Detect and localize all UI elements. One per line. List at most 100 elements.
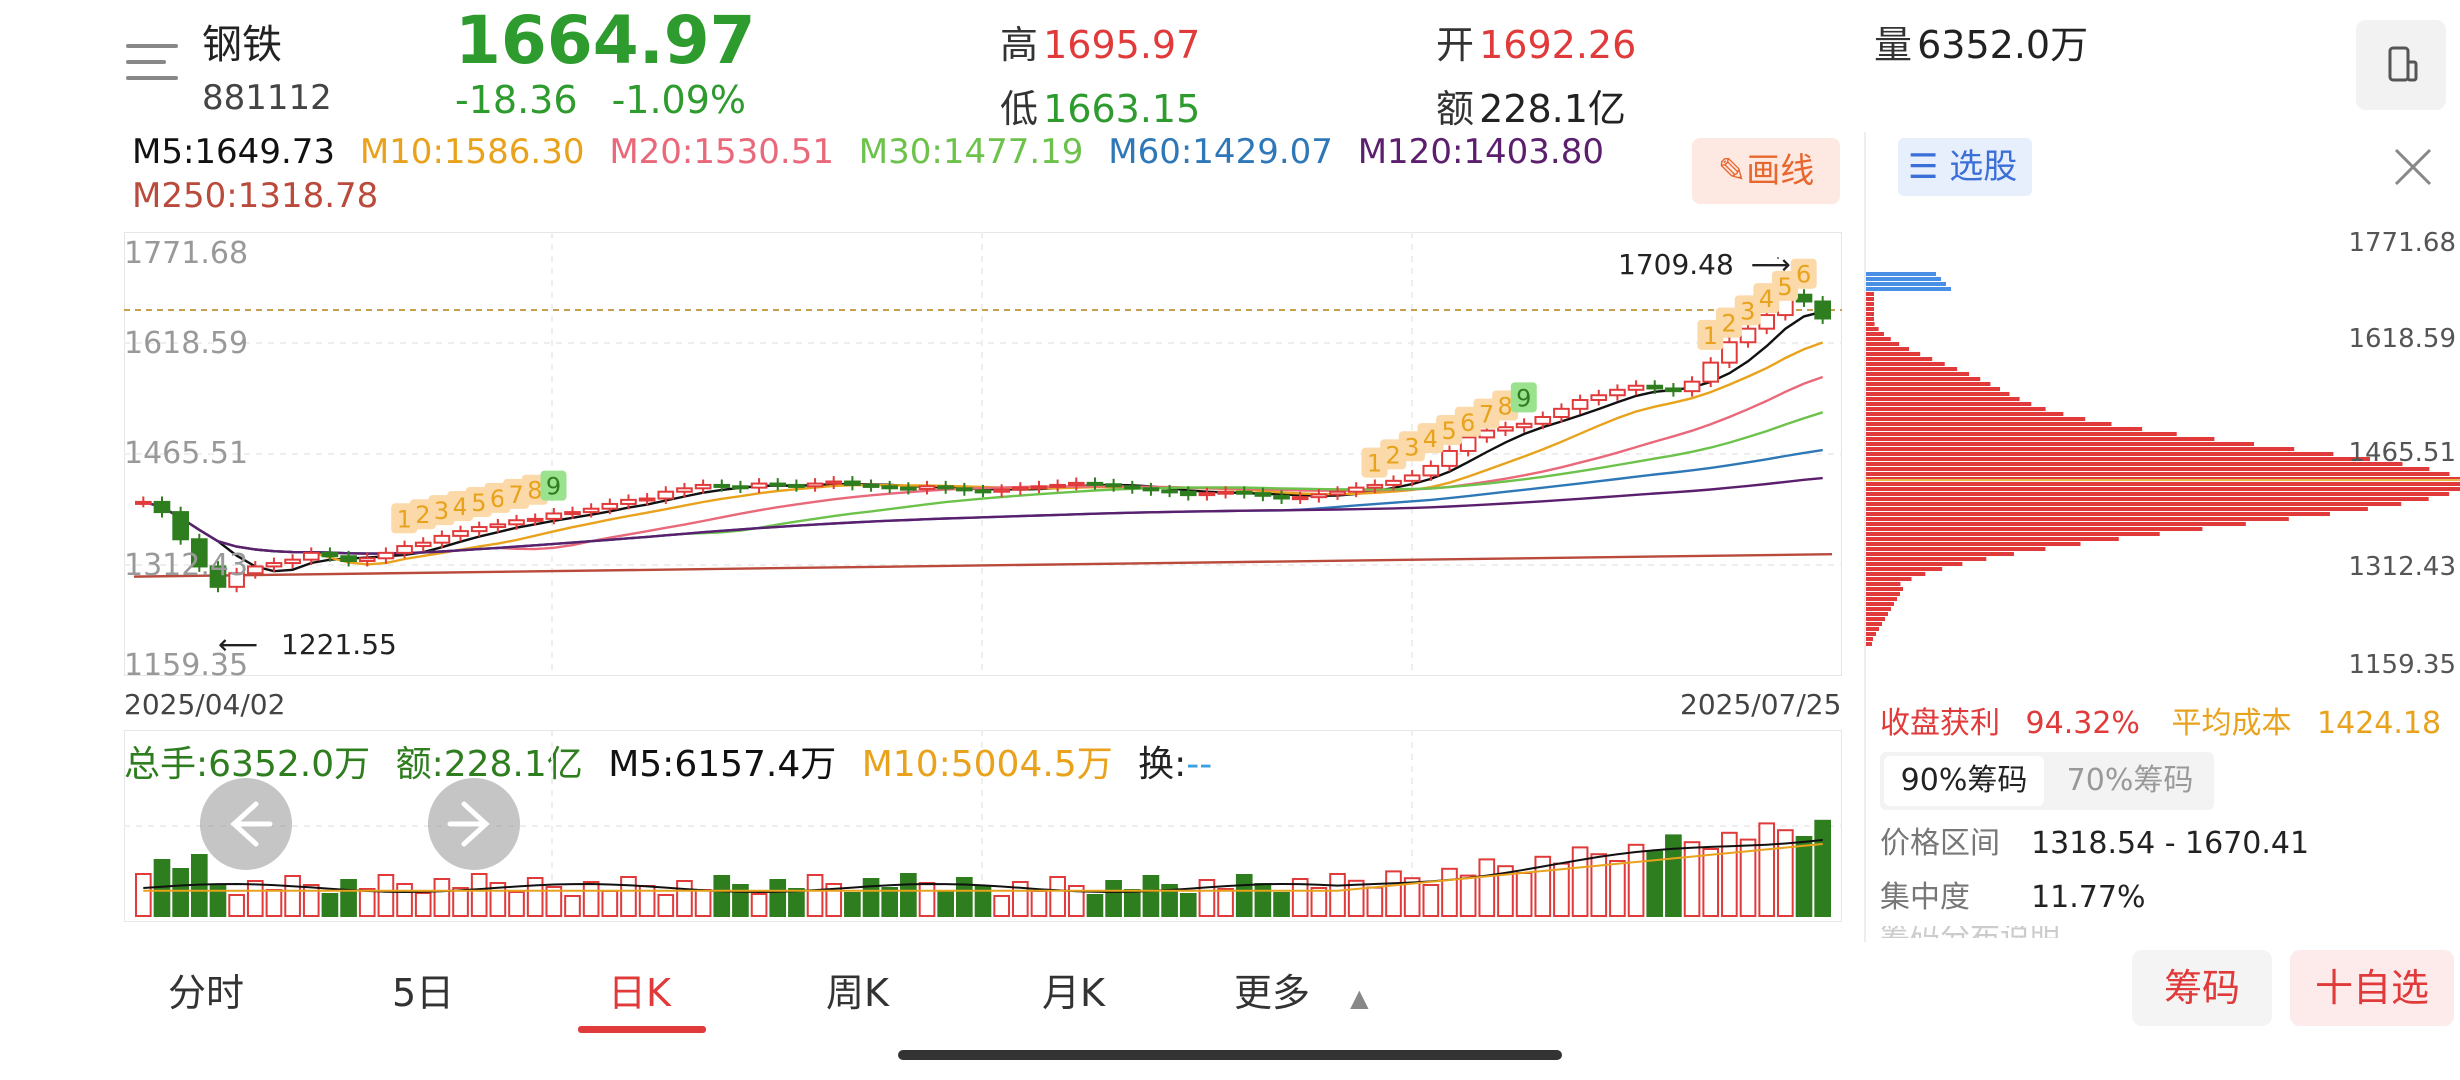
- chip-bar: [1866, 642, 1872, 646]
- td-marker-label: 2: [1386, 441, 1401, 469]
- candle-body: [1721, 341, 1738, 364]
- chip-bar: [1866, 452, 2334, 456]
- close-icon[interactable]: [2388, 142, 2438, 192]
- ma10-label: M10:1586.30: [359, 132, 585, 172]
- change-percent: -1.09%: [611, 78, 747, 122]
- stock-picker-button[interactable]: ☰ 选股: [1898, 138, 2032, 196]
- high-annotation-value: 1709.48: [1618, 248, 1734, 281]
- chip-bar: [1866, 527, 2203, 531]
- candle-body: [1366, 483, 1384, 489]
- kline-chart[interactable]: 1 2 3 4 5 6 7 8 91 2 3 4 5 6 7 8 91 2 3 4 5 6: [124, 232, 1842, 676]
- menu-icon[interactable]: [126, 40, 178, 86]
- open-quote: 开 1692.26: [1436, 14, 1636, 69]
- chips-button[interactable]: 筹码: [2132, 950, 2272, 1026]
- y-tick: 1465.51: [124, 436, 249, 471]
- candle-body: [620, 498, 637, 505]
- chip-bar: [1866, 277, 1941, 281]
- chip-y-tick: 1465.51: [2348, 438, 2456, 468]
- candle-body: [806, 482, 824, 488]
- volume-chart[interactable]: [124, 730, 1842, 922]
- tab-5day[interactable]: 5日: [392, 971, 455, 1015]
- candle-body: [1105, 483, 1122, 488]
- candle-body: [1347, 486, 1365, 493]
- volume-bar: [1198, 879, 1216, 917]
- chip-description-link[interactable]: 筹码分布说明: [1880, 926, 2060, 938]
- volume-bar: [918, 882, 936, 917]
- td-marker-label: 3: [1404, 433, 1419, 461]
- candle-body: [526, 517, 544, 522]
- tab-weekly-k[interactable]: 周K: [826, 971, 889, 1015]
- chip-bar: [1866, 512, 2330, 516]
- td-marker-label: 3: [1740, 297, 1755, 325]
- candle-body: [1329, 490, 1346, 496]
- chip-bar: [1866, 462, 2403, 466]
- candle-body: [881, 485, 899, 490]
- ma20-label: M20:1530.51: [609, 132, 834, 172]
- chip-bar: [1866, 542, 2081, 546]
- volume-bar: [265, 889, 283, 917]
- volume-bar: [1347, 879, 1365, 918]
- concentration-row: 集中度 11.77%: [1880, 872, 2145, 916]
- candle-body: [918, 485, 936, 490]
- volume-bar: [694, 889, 712, 917]
- volume-bar: [1739, 838, 1757, 917]
- chip-bar: [1866, 552, 2014, 556]
- chip-tab-70[interactable]: 70%筹码: [2066, 763, 2194, 798]
- volume-bar: [1646, 850, 1664, 917]
- volume-bar: [900, 873, 917, 917]
- volume-bar: [881, 887, 899, 917]
- tab-more[interactable]: 更多 ▲: [1234, 962, 1369, 1017]
- chip-bar: [1866, 407, 2046, 411]
- home-indicator: [898, 1050, 1562, 1060]
- td-marker: [1510, 382, 1537, 413]
- td-marker-label: 9: [546, 473, 561, 501]
- candle-body: [1590, 394, 1608, 402]
- candle-body: [172, 511, 189, 541]
- candle-body: [1217, 490, 1234, 495]
- scroll-right-button[interactable]: [428, 778, 520, 870]
- chip-bar: [1866, 482, 2460, 486]
- candle-body: [1497, 426, 1514, 432]
- chip-bar: [1866, 637, 1873, 641]
- draw-line-button[interactable]: ✎画线: [1692, 138, 1840, 204]
- phone-rotate-button[interactable]: [2356, 20, 2446, 110]
- tab-monthly-k[interactable]: 月K: [1042, 971, 1105, 1015]
- volume-bar: [1030, 890, 1048, 917]
- chip-bar: [1866, 337, 1891, 341]
- chip-bar: [1866, 517, 2289, 521]
- candle-body: [1123, 485, 1141, 490]
- volume-bar: [1515, 872, 1533, 917]
- candle-body: [1515, 422, 1533, 429]
- candle-body: [1609, 388, 1626, 397]
- add-watchlist-button[interactable]: 十自选: [2290, 950, 2454, 1026]
- turnover-value: --: [1186, 744, 1213, 785]
- chip-bar: [1866, 532, 2160, 536]
- td-marker-label: 1: [1367, 450, 1382, 478]
- chip-distribution-chart: [1866, 272, 2460, 646]
- tab-intraday[interactable]: 分时: [168, 971, 245, 1015]
- chip-bar: [1866, 442, 2255, 446]
- chip-bar: [1866, 342, 1900, 346]
- chip-bar: [1866, 327, 1879, 331]
- tab-daily-k[interactable]: 日K: [608, 971, 671, 1015]
- chip-bar: [1866, 502, 2402, 506]
- td-marker-label: 4: [1759, 285, 1774, 313]
- open-label: 开: [1436, 23, 1475, 67]
- ma120-label: M120:1403.80: [1357, 132, 1605, 172]
- ma-line-120: [142, 476, 1823, 555]
- volume-bar: [1161, 884, 1178, 917]
- scroll-left-button[interactable]: [200, 778, 292, 870]
- candle-body: [1067, 481, 1085, 486]
- candle-body: [1254, 492, 1272, 497]
- td-marker-label: 9: [1516, 384, 1531, 412]
- candle-body: [321, 551, 339, 558]
- chip-bar: [1866, 382, 1991, 386]
- volume-bar: [1310, 887, 1328, 917]
- chip-bar: [1866, 272, 1936, 276]
- chip-tab-90[interactable]: 90%筹码: [1884, 756, 2044, 806]
- arrow-right-icon: [447, 801, 490, 847]
- volume-bar: [526, 877, 544, 917]
- candle-body: [489, 523, 507, 529]
- candle-body: [1702, 361, 1720, 383]
- candle-body: [750, 482, 768, 489]
